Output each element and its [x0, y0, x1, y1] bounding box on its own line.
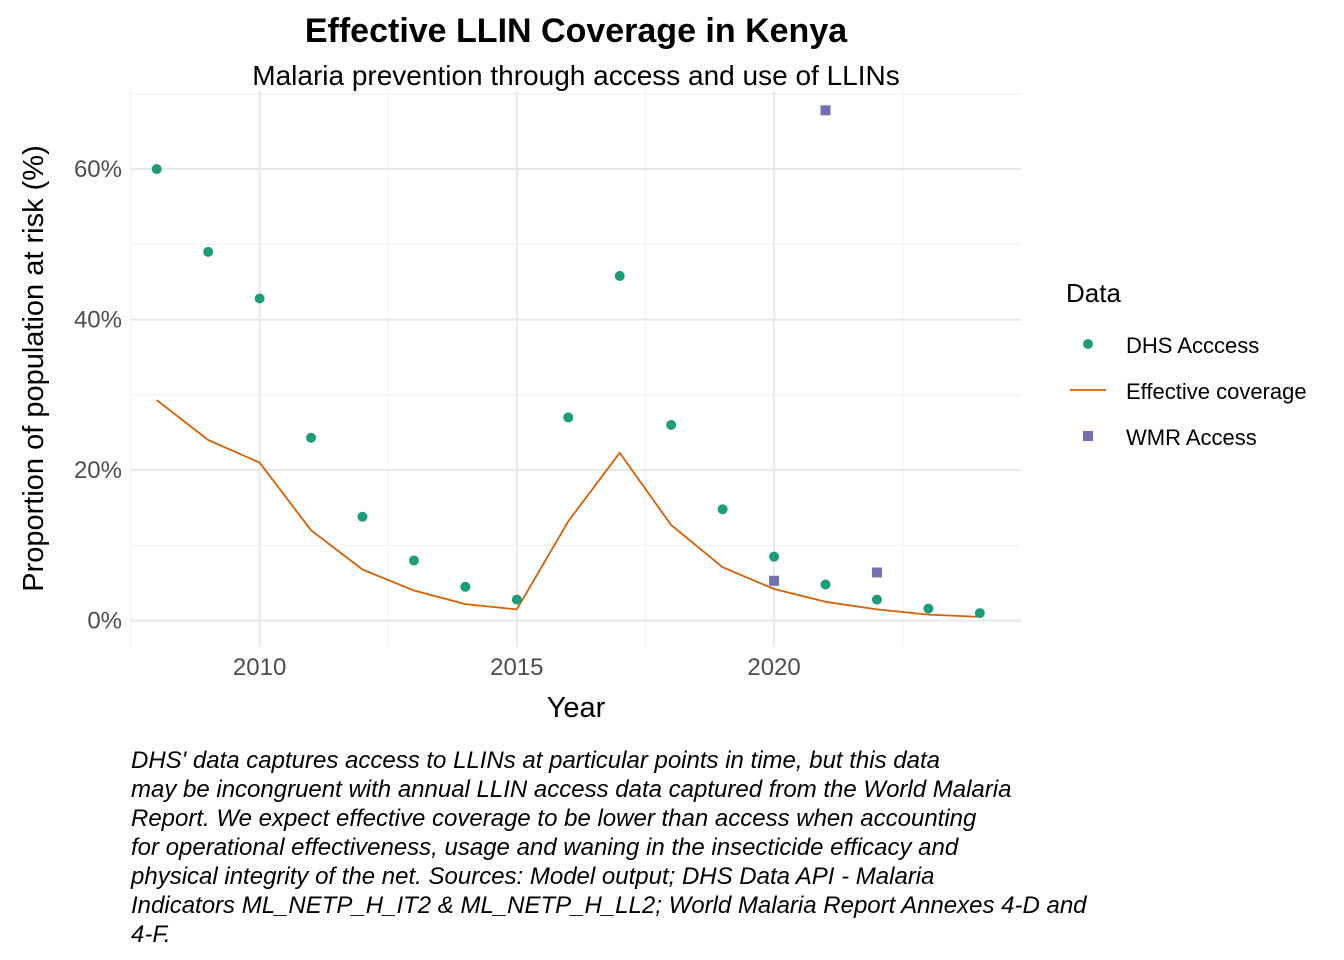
- point-layer: [151, 105, 985, 619]
- caption-line: DHS' data captures access to LLINs at pa…: [131, 747, 940, 774]
- data-point-dhs-access: [820, 579, 831, 590]
- data-point-dhs-access: [254, 293, 265, 304]
- data-point-dhs-access: [357, 511, 368, 522]
- data-point-dhs-access: [974, 608, 985, 619]
- data-point-dhs-access: [717, 504, 728, 515]
- data-point-dhs-access: [151, 164, 162, 175]
- caption-line: 4-F.: [131, 921, 171, 948]
- data-point-wmr-access: [871, 567, 882, 578]
- data-point-dhs-access: [871, 594, 882, 605]
- legend-label-wmr-access: WMR Access: [1126, 425, 1257, 450]
- y-axis-title: Proportion of population at risk (%): [18, 145, 50, 592]
- chart-canvas: 2010 2015 2020 0% 20% 40% 60% Year Proportion of…: [18, 90, 1307, 724]
- legend-label-effective-coverage: Effective coverage: [1126, 379, 1307, 404]
- data-point-wmr-access: [820, 105, 831, 116]
- legend-key-wmr-access: [1083, 431, 1093, 441]
- y-tick-label: 20%: [74, 457, 122, 484]
- chart-title: Effective LLIN Coverage in Kenya: [304, 12, 848, 50]
- grid-lines: [130, 90, 1021, 647]
- y-tick-label: 60%: [74, 156, 122, 183]
- data-point-dhs-access: [306, 432, 317, 443]
- chart-caption: DHS' data captures access to LLINs at pa…: [131, 746, 1241, 949]
- data-point-dhs-access: [923, 603, 934, 614]
- line-layer: [156, 399, 980, 618]
- x-tick-label: 2015: [490, 654, 543, 681]
- data-point-dhs-access: [408, 555, 419, 566]
- caption-line: may be incongruent with annual LLIN acce…: [131, 776, 1012, 803]
- data-point-dhs-access: [460, 581, 471, 592]
- caption-line: Report. We expect effective coverage to …: [131, 805, 977, 832]
- legend-key-dhs-acccess: [1083, 339, 1093, 349]
- data-point-dhs-access: [511, 594, 522, 605]
- chart-subtitle: Malaria prevention through access and us…: [252, 60, 900, 91]
- legend-title: Data: [1066, 278, 1121, 308]
- data-point-dhs-access: [769, 551, 780, 562]
- x-axis-title: Year: [547, 692, 606, 724]
- data-point-dhs-access: [563, 412, 574, 423]
- caption-line: for operational effectiveness, usage and…: [131, 834, 959, 861]
- axis-labels: 2010 2015 2020 0% 20% 40% 60% Year Proportion of…: [18, 145, 801, 724]
- data-point-dhs-access: [614, 270, 625, 281]
- series-line-effective-coverage: [156, 399, 980, 618]
- caption-line: physical integrity of the net. Sources: …: [131, 863, 935, 890]
- x-tick-label: 2020: [747, 654, 800, 681]
- data-point-wmr-access: [769, 575, 780, 586]
- legend-label-dhs-acccess: DHS Acccess: [1126, 333, 1259, 358]
- y-tick-label: 0%: [87, 608, 122, 635]
- y-tick-label: 40%: [74, 307, 122, 334]
- caption-line: Indicators ML_NETP_H_IT2 & ML_NETP_H_LL2…: [131, 892, 1087, 919]
- data-point-dhs-access: [666, 419, 677, 430]
- data-point-dhs-access: [203, 246, 214, 257]
- x-tick-label: 2010: [233, 654, 286, 681]
